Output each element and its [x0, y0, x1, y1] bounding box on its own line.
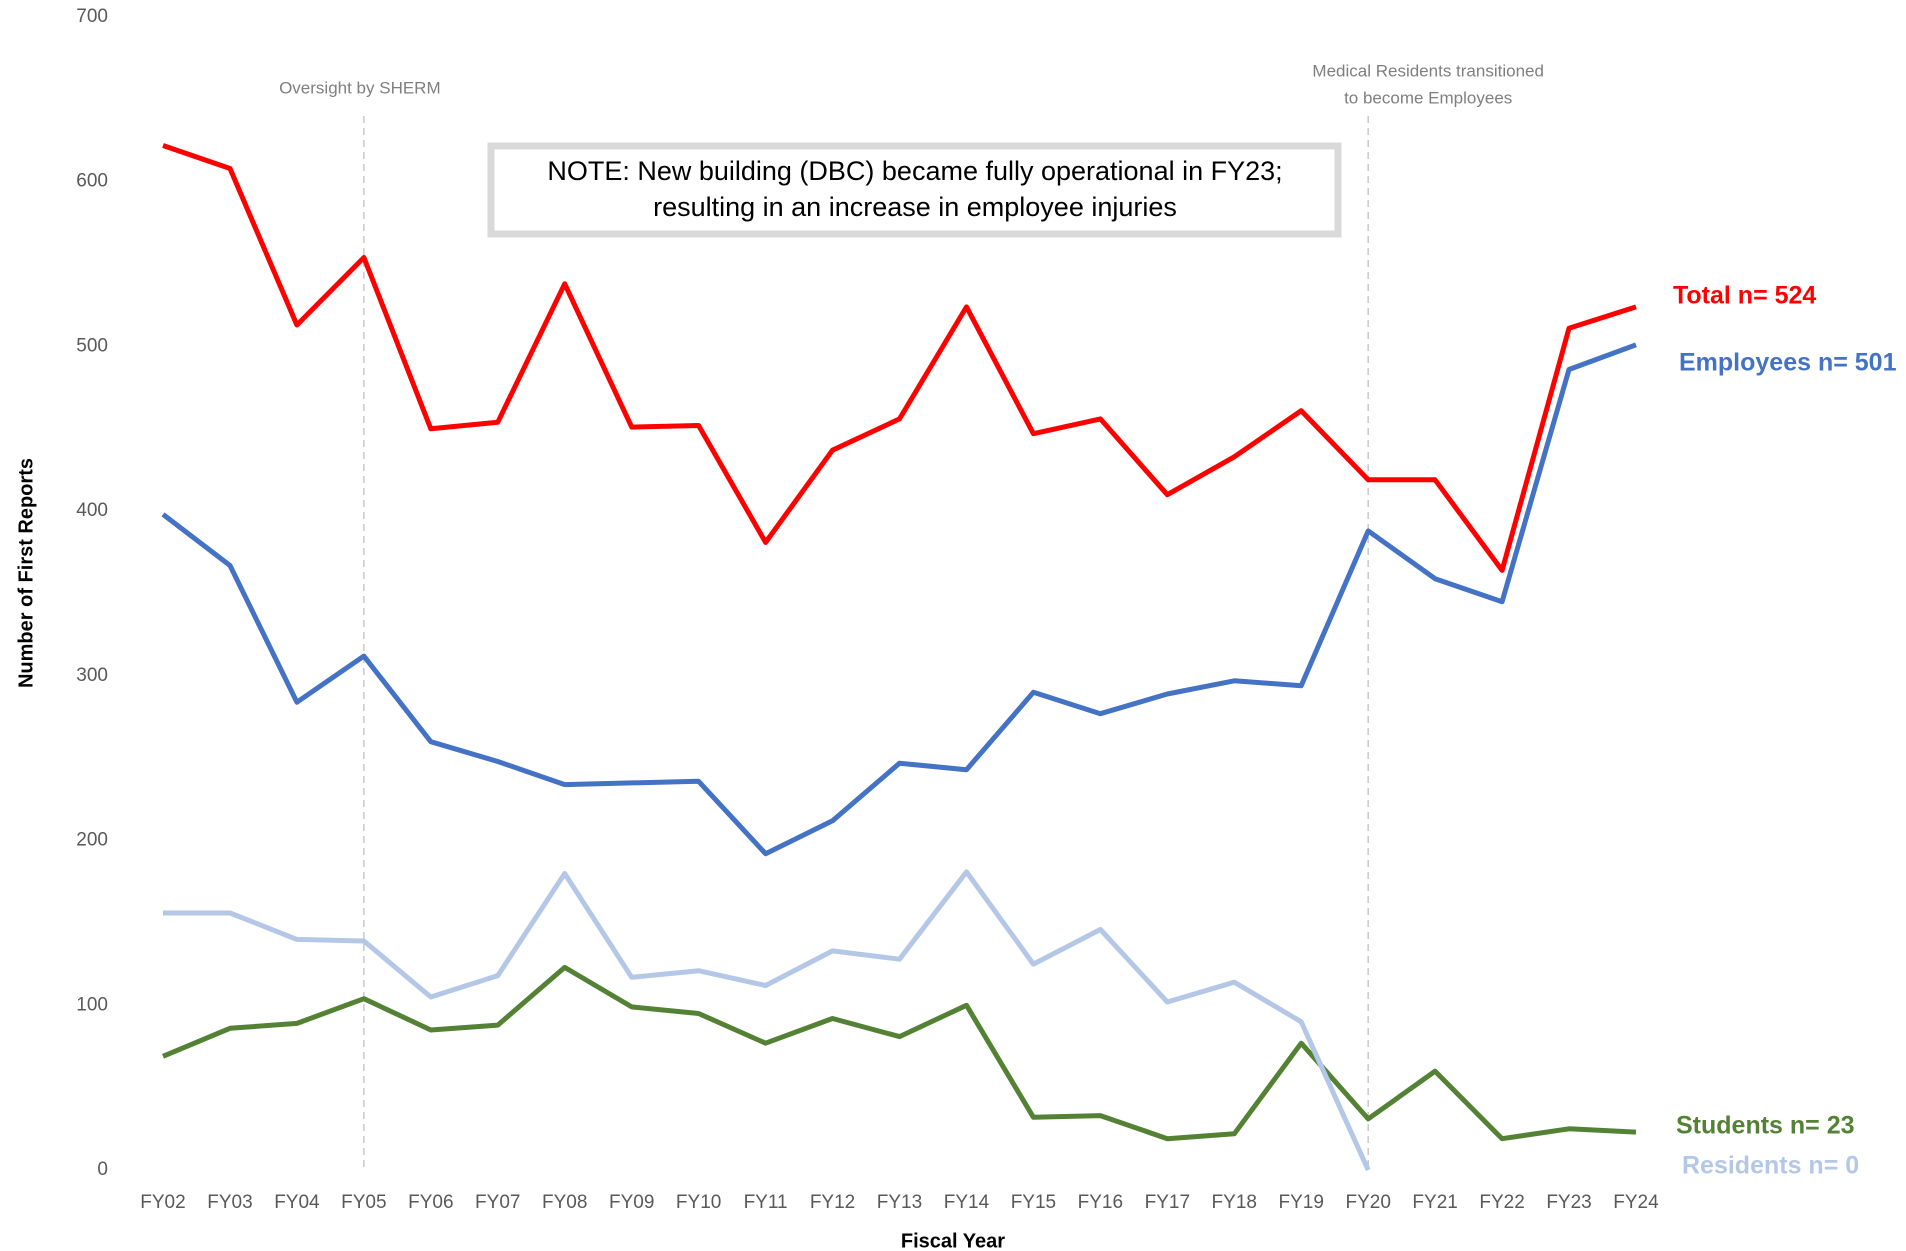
x-tick-label: FY02 [140, 1192, 185, 1213]
series-end-label: Employees n= 501 [1679, 349, 1897, 377]
x-tick-label: FY24 [1613, 1192, 1659, 1213]
y-tick-label: 600 [76, 171, 108, 192]
x-axis-title: Fiscal Year [901, 1230, 1005, 1251]
series-line [162, 964, 1637, 1142]
y-tick-label: 200 [76, 830, 108, 851]
x-tick-label: FY05 [341, 1192, 386, 1213]
y-tick-label: 0 [97, 1159, 108, 1180]
x-tick-label: FY18 [1212, 1192, 1257, 1213]
x-tick-label: FY21 [1412, 1192, 1457, 1213]
series-end-label: Total n= 524 [1673, 282, 1816, 310]
x-tick-label: FY15 [1011, 1192, 1056, 1213]
series-line [161, 342, 1637, 857]
y-tick-label: 400 [76, 500, 108, 521]
series-end-label: Residents n= 0 [1682, 1152, 1859, 1180]
x-tick-label: FY13 [877, 1192, 922, 1213]
x-tick-label: FY09 [609, 1192, 654, 1213]
series-line [162, 143, 1637, 573]
annotation-text: to become Employees [1344, 88, 1512, 107]
annotation-text: Oversight by SHERM [279, 78, 441, 97]
annotation-text: Medical Residents transitioned [1312, 61, 1544, 80]
x-tick-label: FY10 [676, 1192, 721, 1213]
series-line [163, 869, 1371, 1172]
y-tick-label: 500 [76, 335, 108, 356]
x-tick-label: FY07 [475, 1192, 520, 1213]
y-tick-label: 300 [76, 665, 108, 686]
x-tick-label: FY03 [207, 1192, 252, 1213]
x-tick-label: FY20 [1345, 1192, 1390, 1213]
series-end-label: Students n= 23 [1676, 1112, 1855, 1140]
note-box [487, 142, 1342, 238]
x-tick-label: FY22 [1479, 1192, 1524, 1213]
x-tick-label: FY06 [408, 1192, 453, 1213]
x-tick-label: FY19 [1279, 1192, 1324, 1213]
note-text: NOTE: New building (DBC) became fully op… [547, 156, 1282, 186]
x-tick-label: FY12 [810, 1192, 855, 1213]
x-tick-label: FY11 [744, 1192, 788, 1213]
x-tick-label: FY16 [1078, 1192, 1123, 1213]
y-tick-label: 700 [76, 6, 108, 27]
x-tick-label: FY08 [542, 1192, 587, 1213]
x-tick-label: FY23 [1546, 1192, 1591, 1213]
y-axis-title: Number of First Reports [15, 458, 37, 688]
x-tick-label: FY17 [1145, 1192, 1190, 1213]
y-tick-label: 100 [76, 994, 108, 1015]
x-tick-label: FY14 [944, 1192, 990, 1213]
note-text: resulting in an increase in employee inj… [653, 192, 1177, 222]
x-tick-label: FY04 [274, 1192, 320, 1213]
